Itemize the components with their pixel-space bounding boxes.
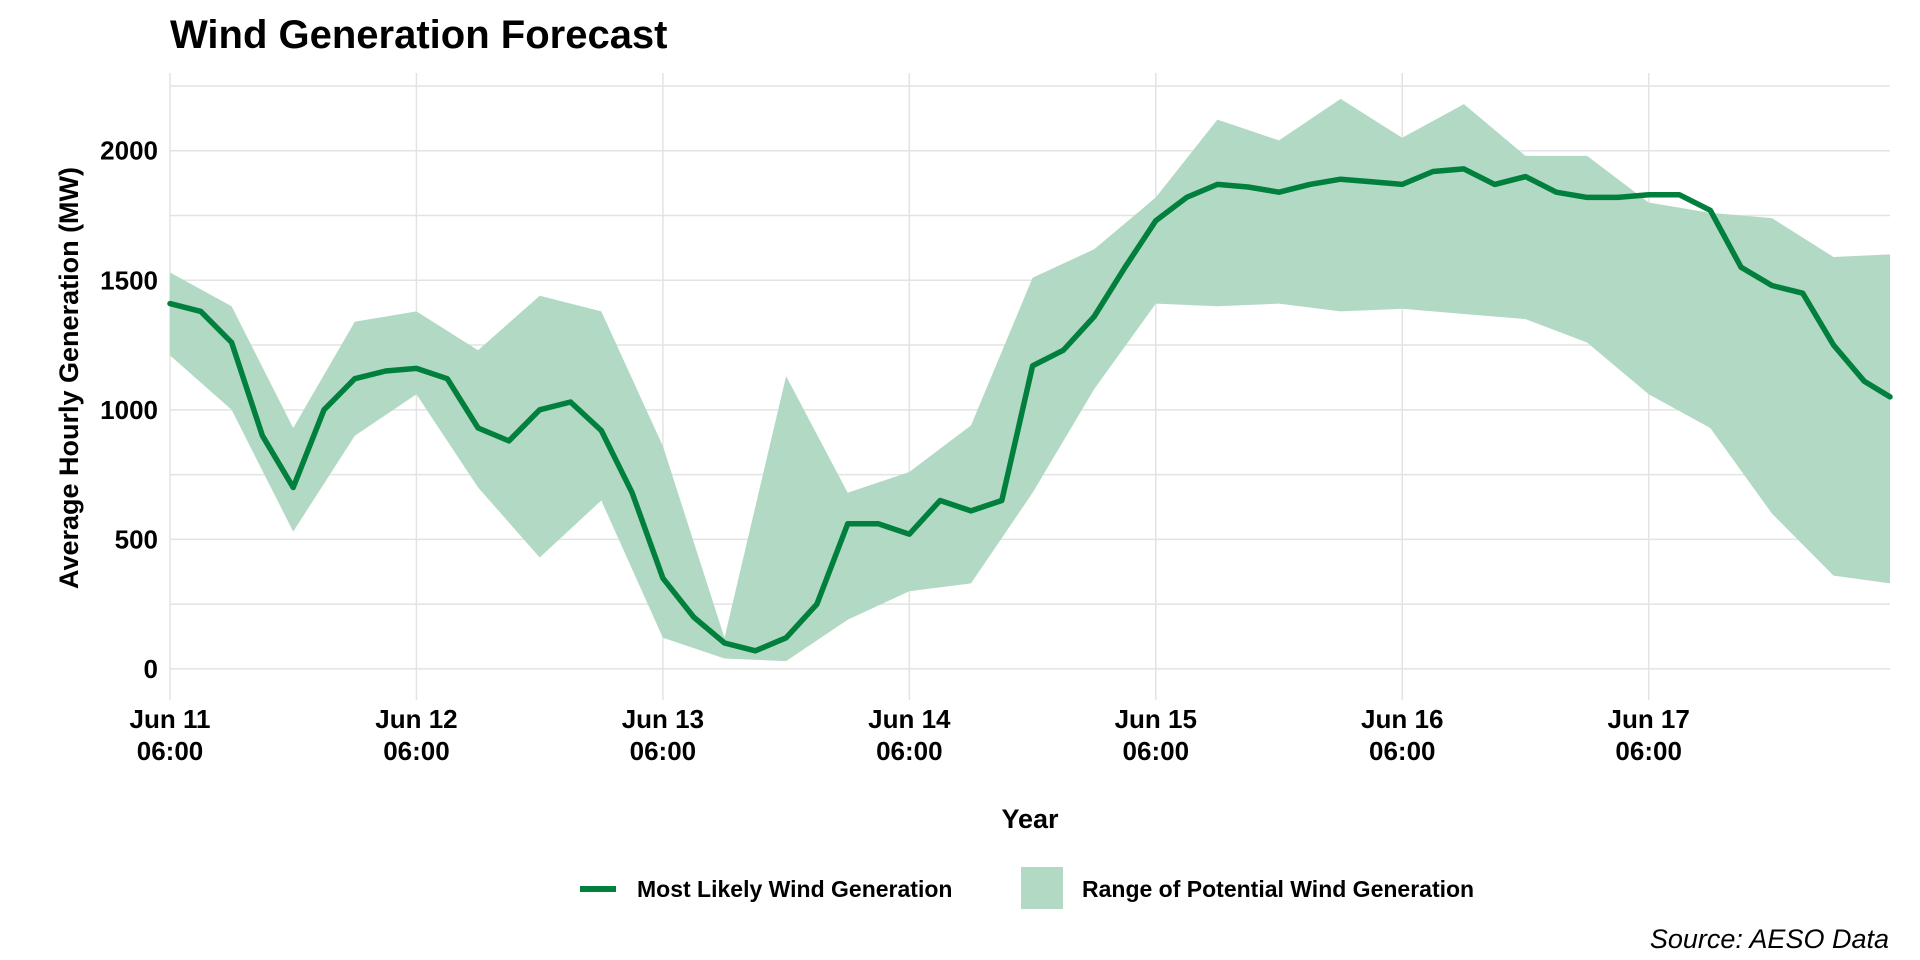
y-tick-label: 1000 — [100, 395, 158, 425]
x-axis-title: Year — [1001, 804, 1059, 834]
legend-band-swatch — [1021, 867, 1063, 909]
y-axis-title: Average Hourly Generation (MW) — [54, 167, 84, 589]
chart-title: Wind Generation Forecast — [170, 13, 668, 57]
x-tick-label: Jun 17 06:00 — [1607, 704, 1689, 766]
most-likely-line — [167, 166, 1893, 654]
legend-label-range: Range of Potential Wind Generation — [1082, 876, 1474, 902]
y-tick-label: 2000 — [100, 136, 158, 166]
legend: Most Likely Wind Generation Range of Pot… — [580, 867, 1474, 909]
y-axis-ticks: 0 500 1000 1500 2000 — [100, 136, 158, 684]
x-axis-ticks: Jun 11 06:00 Jun 12 06:00 Jun 13 06:00 Jun 14 0… — [130, 704, 1690, 766]
y-tick-label: 500 — [115, 524, 158, 554]
most-likely-line-layer — [167, 166, 1893, 654]
x-tick-label: Jun 13 06:00 — [622, 704, 704, 766]
x-tick-label: Jun 11 06:00 — [130, 704, 211, 766]
legend-label-most-likely: Most Likely Wind Generation — [637, 876, 952, 902]
source-caption: Source: AESO Data — [1650, 924, 1889, 954]
y-tick-label: 1500 — [100, 265, 158, 295]
x-tick-label: Jun 15 06:00 — [1115, 704, 1197, 766]
x-tick-label: Jun 16 06:00 — [1361, 704, 1443, 766]
y-tick-label: 0 — [144, 654, 158, 684]
x-tick-label: Jun 12 06:00 — [375, 704, 457, 766]
x-tick-label: Jun 14 06:00 — [868, 704, 951, 766]
